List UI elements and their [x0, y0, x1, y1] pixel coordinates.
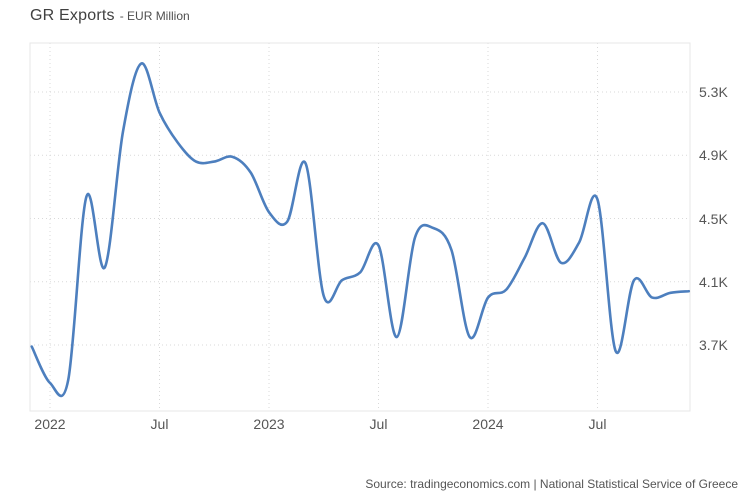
y-axis-label: 4.9K	[699, 147, 728, 164]
x-axis-label: 2024	[472, 416, 504, 432]
plot-border	[29, 42, 691, 412]
x-axis-label: Jul	[369, 416, 388, 432]
series-line[interactable]	[30, 62, 691, 398]
x-axis-label: Jul	[588, 416, 607, 432]
y-axis-label: 4.5K	[699, 210, 728, 227]
source-text: Source: tradingeconomics.com | National …	[365, 477, 738, 491]
x-axis-label: 2022	[34, 416, 66, 432]
y-axis-label: 5.3K	[699, 84, 728, 100]
x-axis-label: 2023	[253, 416, 285, 432]
y-axis-label: 3.7K	[699, 337, 728, 353]
x-axis-label: Jul	[150, 416, 169, 432]
y-axis-label: 4.1K	[699, 273, 728, 290]
chart-title: GR Exports	[30, 7, 115, 24]
chart-header: GR Exports - EUR Million	[30, 7, 190, 25]
chart-subtitle: - EUR Million	[119, 9, 190, 23]
